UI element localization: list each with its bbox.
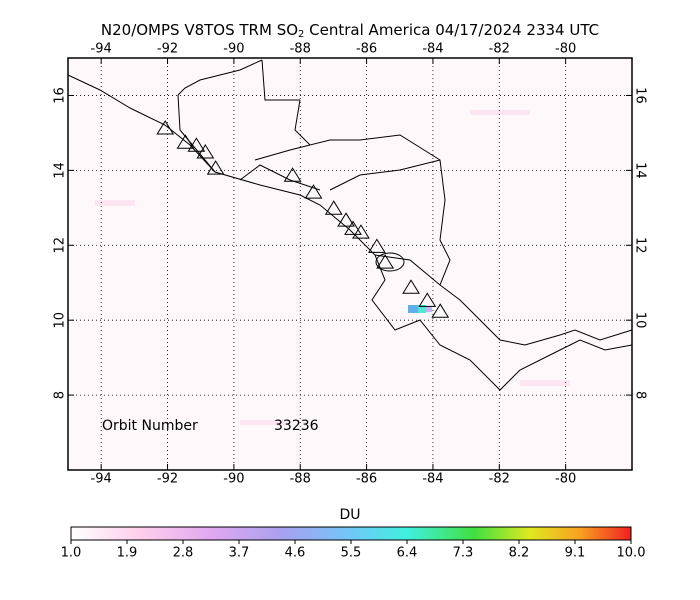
x-tick-label: -94 (91, 42, 112, 57)
y-tick-label: 16 (53, 87, 68, 104)
y-tick-label: 8 (633, 391, 648, 399)
colorbar-tick-label: 1.9 (117, 546, 138, 561)
y-tick-label: 10 (633, 312, 648, 329)
volcano (337, 212, 355, 227)
x-tick-label: -88 (290, 472, 311, 487)
volcano (176, 134, 195, 149)
x-tick-label: -80 (555, 42, 576, 57)
colorbar-ticks: 1.0 1.9 2.8 3.7 4.6 5.5 6.4 7.3 8.2 9.1 10.0 (61, 540, 646, 561)
volcano (196, 144, 215, 159)
x-tick-label: -82 (489, 42, 510, 57)
x-tick-label: -86 (356, 42, 377, 57)
volcano-markers (156, 120, 450, 318)
y-tick-label: 14 (53, 162, 68, 179)
volcano (187, 137, 206, 152)
volcano (304, 184, 323, 199)
map-frame (67, 57, 633, 471)
y-tick-label: 14 (633, 162, 648, 179)
title: N20/OMPS V8TOS TRM SO2 Central America 0… (101, 21, 599, 41)
volcano (352, 224, 370, 239)
volcano (206, 160, 225, 175)
colorbar-tick-label: 2.8 (173, 546, 194, 561)
x-tick-label: -84 (422, 472, 443, 487)
so2-pixels (95, 110, 570, 425)
colorbar-tick-label: 1.0 (61, 546, 82, 561)
colorbar (70, 526, 632, 541)
y-tick-label: 16 (633, 87, 648, 104)
y-tick-label: 8 (53, 391, 68, 399)
colorbar-label: DU (339, 507, 360, 523)
graticule: -94 -94 -92 -92 -90 -90 -88 -88 -86 -86 -84 -84 -82 -… (53, 42, 648, 487)
volcano (376, 254, 395, 269)
x-tick-label: -86 (356, 472, 377, 487)
x-tick-label: -90 (223, 42, 244, 57)
colorbar-tick-label: 7.3 (453, 546, 474, 561)
x-tick-label: -94 (91, 472, 112, 487)
x-tick-label: -92 (157, 472, 178, 487)
y-tick-label: 12 (53, 237, 68, 254)
volcano (431, 303, 450, 318)
x-tick-label: -92 (157, 42, 178, 57)
y-tick-label: 10 (53, 312, 68, 329)
volcano (402, 279, 420, 294)
volcano (418, 292, 437, 307)
colorbar-tick-label: 5.5 (341, 546, 362, 561)
colorbar-tick-label: 4.6 (285, 546, 306, 561)
orbit-label: Orbit Number (102, 418, 198, 434)
volcano (283, 167, 302, 182)
colorbar-tick-label: 6.4 (397, 546, 418, 561)
x-tick-label: -88 (290, 42, 311, 57)
colorbar-tick-label: 9.1 (565, 546, 586, 561)
x-tick-label: -84 (422, 42, 443, 57)
x-tick-label: -80 (555, 472, 576, 487)
y-tick-label: 12 (633, 237, 648, 254)
orbit-number: 33236 (274, 418, 319, 434)
x-tick-label: -82 (489, 472, 510, 487)
volcano (367, 238, 386, 253)
volcano (156, 120, 175, 135)
map-area (68, 58, 632, 470)
colorbar-tick-label: 8.2 (509, 546, 530, 561)
colorbar-tick-label: 10.0 (617, 546, 646, 561)
colorbar-tick-label: 3.7 (229, 546, 250, 561)
volcano (344, 220, 362, 235)
x-tick-label: -90 (223, 472, 244, 487)
volcano (324, 200, 343, 215)
